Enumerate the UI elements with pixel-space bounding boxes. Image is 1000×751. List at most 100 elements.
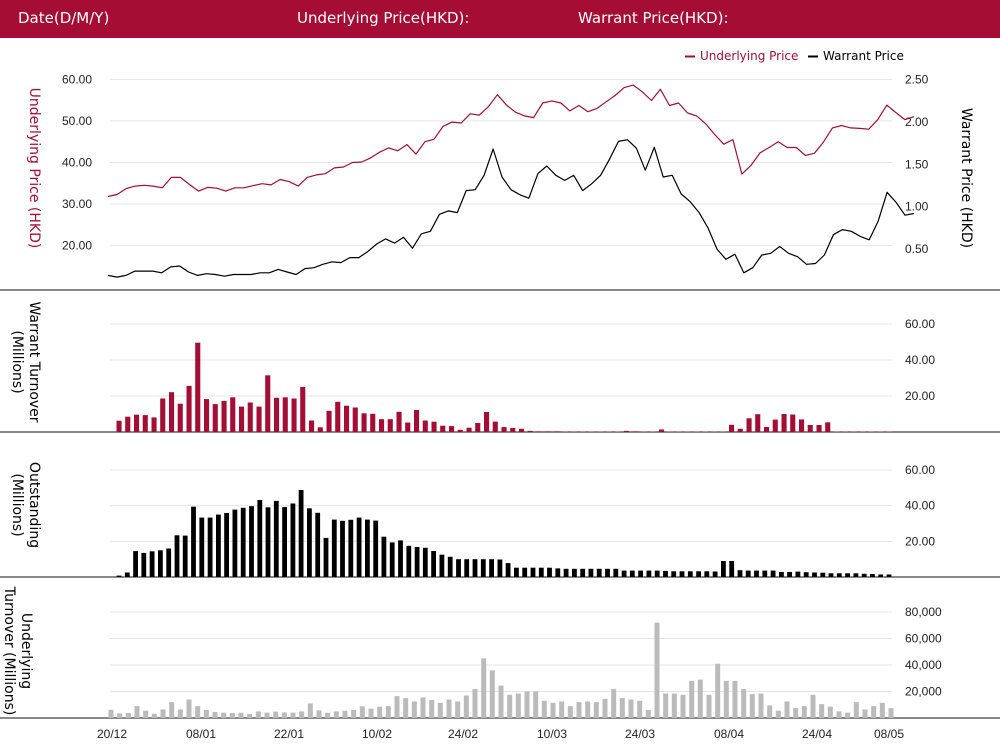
warrant-turnover-bar	[746, 418, 752, 432]
underlying-turnover-bar	[888, 708, 894, 718]
y-tick-left: 30.00	[62, 197, 92, 211]
underlying-turnover-bar	[143, 710, 149, 718]
y-tick: 60.00	[905, 317, 935, 331]
warrant-turnover-bar	[344, 405, 350, 432]
warrant-turnover-bar	[204, 399, 210, 432]
warrant-turnover-bar	[536, 431, 542, 432]
underlying-turnover-bar	[307, 703, 313, 718]
warrant-turnover-bar	[519, 428, 525, 432]
y-tick: 40,000	[905, 658, 942, 672]
outstanding-bar	[480, 559, 486, 577]
outstanding-bar	[414, 547, 420, 577]
legend-underlying: Underlying Price	[700, 49, 798, 63]
underlying-turnover-bar	[385, 706, 391, 718]
outstanding-bar	[365, 519, 370, 577]
outstanding-bar	[605, 568, 610, 577]
outstanding-bar	[331, 519, 337, 577]
y-tick-right: 1.50	[905, 157, 929, 171]
underlying-turnover-bar	[845, 712, 851, 718]
underlying-turnover-bar	[732, 680, 738, 718]
underlying-turnover-bar	[567, 706, 573, 718]
outstanding-bar	[530, 567, 536, 577]
warrant-turnover-bar	[790, 414, 796, 432]
underlying-turnover-bar	[741, 688, 747, 718]
warrant-turnover-bar	[379, 419, 385, 432]
warrant-turnover-bar	[212, 404, 218, 432]
x-tick: 24/04	[802, 727, 832, 741]
underlying-turnover-bar	[801, 706, 807, 718]
outstanding-bar	[406, 545, 412, 577]
warrant-turnover-bar	[440, 425, 446, 432]
outstanding-bar	[770, 570, 776, 577]
outstanding-bar	[787, 572, 792, 577]
underlying-turnover-bar	[758, 693, 764, 718]
outstanding-bar	[398, 540, 403, 577]
outstanding-bar	[795, 571, 801, 577]
warrant-turnover-bar	[151, 417, 157, 432]
underlying-turnover-bar	[749, 694, 755, 718]
underlying-turnover-bar	[333, 711, 339, 718]
underlying-turnover-bar	[247, 714, 253, 718]
underlying-turnover-bar	[654, 622, 660, 718]
underlying-price-label: Underlying Price(HKD):	[297, 9, 470, 27]
underlying-turnover-bar	[541, 700, 547, 718]
underlying-turnover-bar	[775, 710, 781, 718]
warrant-turnover-bar	[256, 406, 262, 432]
outstanding-bar	[464, 559, 470, 577]
outstanding-bar	[315, 512, 321, 577]
warrant-turnover-bar	[685, 431, 691, 432]
warrant-turnover-bar	[527, 430, 533, 432]
outstanding-bar	[307, 508, 312, 577]
x-tick: 24/03	[625, 727, 655, 741]
underlying-turnover-bar	[281, 712, 287, 718]
underlying-turnover-bar	[342, 710, 348, 718]
outstanding-bar	[207, 517, 213, 577]
warrant-price-line	[107, 139, 915, 278]
outstanding-bar	[538, 567, 544, 577]
outstanding-bar	[514, 567, 519, 577]
date-label: Date(D/M/Y)	[18, 9, 110, 27]
underlying-turnover-bar	[671, 693, 677, 718]
y-tick-right: 1.00	[905, 200, 929, 214]
x-tick: 22/01	[274, 727, 304, 741]
x-tick: 24/02	[448, 727, 478, 741]
underlying-turnover-bar	[559, 701, 565, 718]
outstanding-bar	[439, 554, 445, 577]
warrant-turnover-bar	[597, 431, 603, 432]
y-axis-title-left: Underlying Price (HKD)	[26, 88, 42, 249]
outstanding-bar	[298, 490, 304, 577]
underlying-turnover-bar	[212, 712, 218, 718]
underlying-turnover-bar	[715, 663, 721, 718]
outstanding-bar	[257, 500, 263, 577]
outstanding-bar	[696, 571, 701, 577]
underlying-turnover-bar	[437, 702, 443, 718]
x-tick: 10/02	[362, 727, 392, 741]
underlying-turnover-bar	[637, 700, 643, 718]
warrant-turnover-bar	[370, 413, 376, 432]
underlying-turnover-bar	[420, 697, 426, 718]
outstanding-bar	[555, 568, 561, 577]
outstanding-bar	[273, 500, 279, 577]
underlying-turnover-bar	[446, 699, 452, 718]
underlying-turnover-bar	[403, 698, 409, 718]
outstanding-bar	[563, 568, 569, 577]
warrant-turnover-bar	[116, 420, 122, 432]
underlying-turnover-bar	[853, 702, 859, 718]
warrant-turnover-bar	[834, 431, 840, 432]
outstanding-bar	[522, 567, 528, 577]
warrant-turnover-bar	[755, 414, 761, 432]
underlying-turnover-bar	[827, 706, 833, 718]
warrant-turnover-bar	[606, 431, 612, 432]
underlying-turnover-bar	[325, 712, 331, 718]
outstanding-bar	[638, 570, 643, 577]
underlying-turnover-bar	[125, 713, 131, 718]
underlying-turnover-bar	[160, 709, 166, 718]
outstanding-bar	[878, 574, 884, 577]
y-axis-title: UnderlyingTurnover (Millions)	[1, 586, 34, 716]
outstanding-bar	[216, 514, 221, 577]
warrant-turnover-bar	[387, 419, 393, 432]
outstanding-bar	[348, 519, 354, 577]
underlying-turnover-bar	[628, 699, 634, 718]
outstanding-bar	[779, 572, 784, 577]
warrant-turnover-bar	[169, 392, 175, 432]
